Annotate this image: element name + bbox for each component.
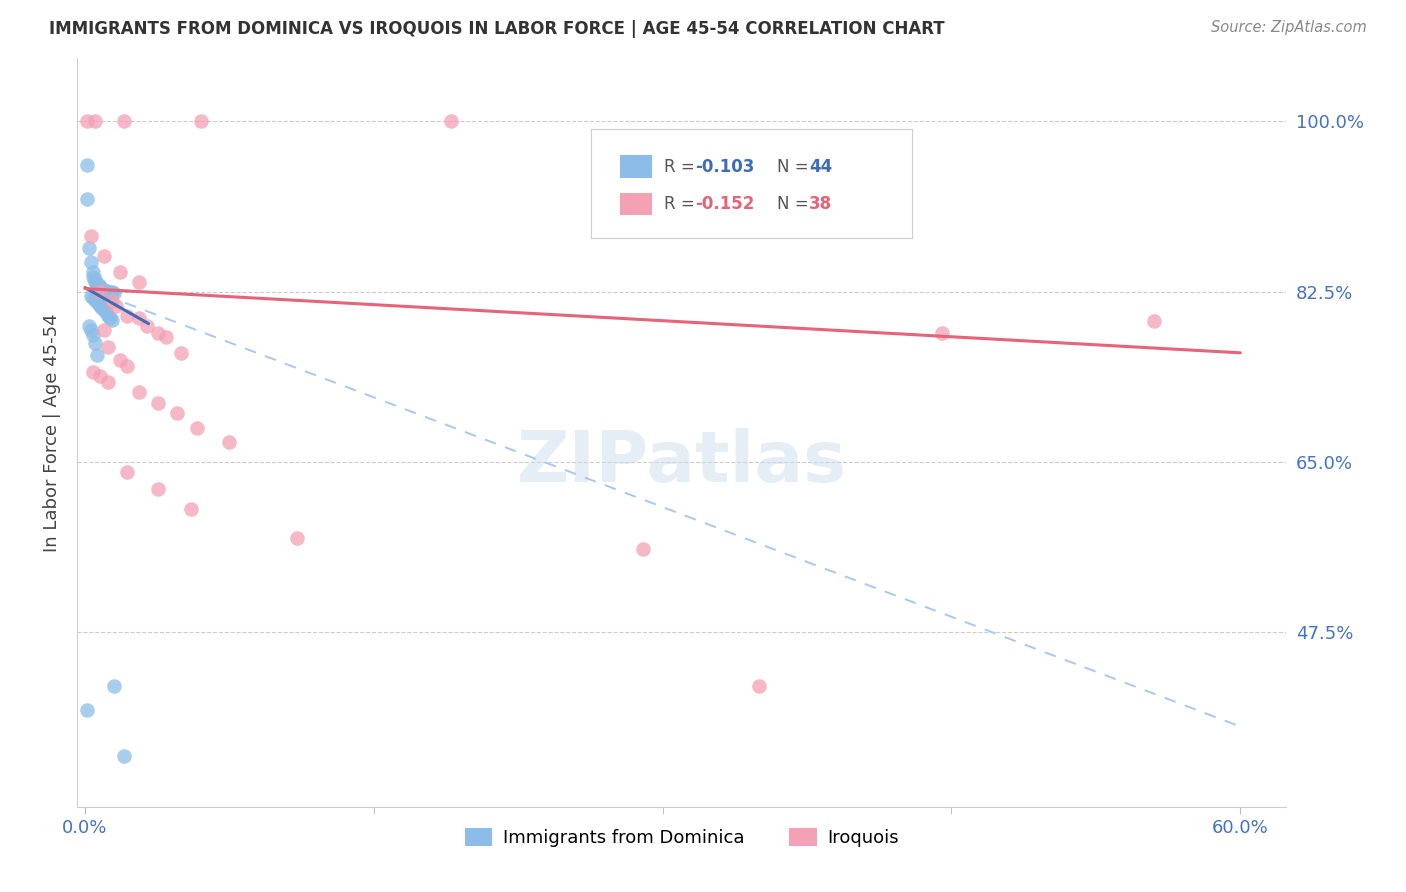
Point — [128, 275, 150, 289]
Point — [97, 309, 120, 323]
Point — [86, 348, 108, 362]
Point — [117, 309, 139, 323]
Point — [97, 340, 120, 354]
Point — [82, 291, 104, 305]
Text: -0.152: -0.152 — [695, 195, 755, 213]
Point — [155, 330, 177, 344]
Text: Source: ZipAtlas.com: Source: ZipAtlas.com — [1211, 20, 1367, 35]
Point — [77, 241, 100, 255]
Text: N =: N = — [778, 195, 814, 213]
Point — [440, 114, 463, 128]
FancyBboxPatch shape — [592, 129, 911, 238]
Point — [748, 679, 770, 693]
Point — [89, 285, 111, 299]
Point — [128, 310, 150, 325]
Point — [112, 114, 135, 128]
Text: R =: R = — [664, 195, 700, 213]
Point — [1143, 314, 1166, 328]
Point — [148, 482, 170, 496]
Point — [89, 369, 111, 384]
Point — [148, 396, 170, 410]
Point — [80, 323, 103, 337]
Point — [108, 352, 131, 367]
Point — [80, 229, 103, 244]
Text: 44: 44 — [808, 158, 832, 176]
Point — [108, 265, 131, 279]
Point — [180, 501, 202, 516]
Text: IMMIGRANTS FROM DOMINICA VS IROQUOIS IN LABOR FORCE | AGE 45-54 CORRELATION CHAR: IMMIGRANTS FROM DOMINICA VS IROQUOIS IN … — [49, 20, 945, 37]
Point — [76, 192, 98, 206]
Point — [76, 703, 98, 717]
Point — [186, 421, 208, 435]
Y-axis label: In Labor Force | Age 45-54: In Labor Force | Age 45-54 — [42, 313, 60, 552]
Point — [82, 328, 104, 343]
Point — [103, 679, 125, 693]
Point — [128, 384, 150, 399]
Point — [83, 114, 105, 128]
Text: R =: R = — [664, 158, 700, 176]
Point — [166, 406, 188, 420]
Point — [89, 279, 111, 293]
Point — [117, 465, 139, 479]
Point — [285, 531, 308, 545]
Point — [96, 305, 118, 319]
Point — [86, 277, 108, 291]
Point — [86, 278, 108, 293]
Point — [86, 295, 108, 310]
Point — [98, 285, 121, 300]
Bar — [620, 155, 652, 178]
Point — [91, 284, 114, 298]
Text: ZIPatlas: ZIPatlas — [517, 428, 846, 497]
Point — [82, 365, 104, 379]
Point — [170, 346, 193, 360]
Point — [77, 318, 100, 333]
Point — [80, 289, 103, 303]
Point — [91, 282, 114, 296]
Point — [76, 158, 98, 172]
Bar — [620, 193, 652, 215]
Point — [82, 269, 104, 284]
Point — [633, 542, 655, 557]
Point — [190, 114, 212, 128]
Point — [97, 375, 120, 389]
Text: N =: N = — [778, 158, 814, 176]
Point — [93, 303, 115, 318]
Point — [83, 275, 105, 289]
Point — [93, 283, 115, 297]
Legend: Immigrants from Dominica, Iroquois: Immigrants from Dominica, Iroquois — [457, 821, 907, 855]
Point — [83, 336, 105, 351]
Point — [104, 299, 127, 313]
Point — [82, 265, 104, 279]
Point — [117, 359, 139, 374]
Point — [93, 323, 115, 337]
Point — [89, 299, 111, 313]
Point — [80, 255, 103, 269]
Point — [148, 326, 170, 341]
Point — [135, 318, 157, 333]
Point — [101, 312, 124, 326]
Point — [96, 285, 118, 300]
Point — [91, 301, 114, 315]
Point — [89, 282, 111, 296]
Point — [931, 326, 953, 341]
Point — [97, 285, 120, 299]
Point — [93, 248, 115, 262]
Point — [87, 279, 110, 293]
Point — [98, 310, 121, 325]
Point — [101, 285, 124, 300]
Point — [87, 277, 110, 292]
Point — [83, 293, 105, 308]
Point — [96, 284, 118, 298]
Point — [83, 272, 105, 286]
Point — [93, 285, 115, 299]
Point — [218, 435, 240, 450]
Point — [87, 297, 110, 311]
Point — [112, 748, 135, 763]
Text: 38: 38 — [808, 195, 832, 213]
Text: -0.103: -0.103 — [695, 158, 755, 176]
Point — [101, 294, 124, 309]
Point — [103, 286, 125, 301]
Point — [76, 114, 98, 128]
